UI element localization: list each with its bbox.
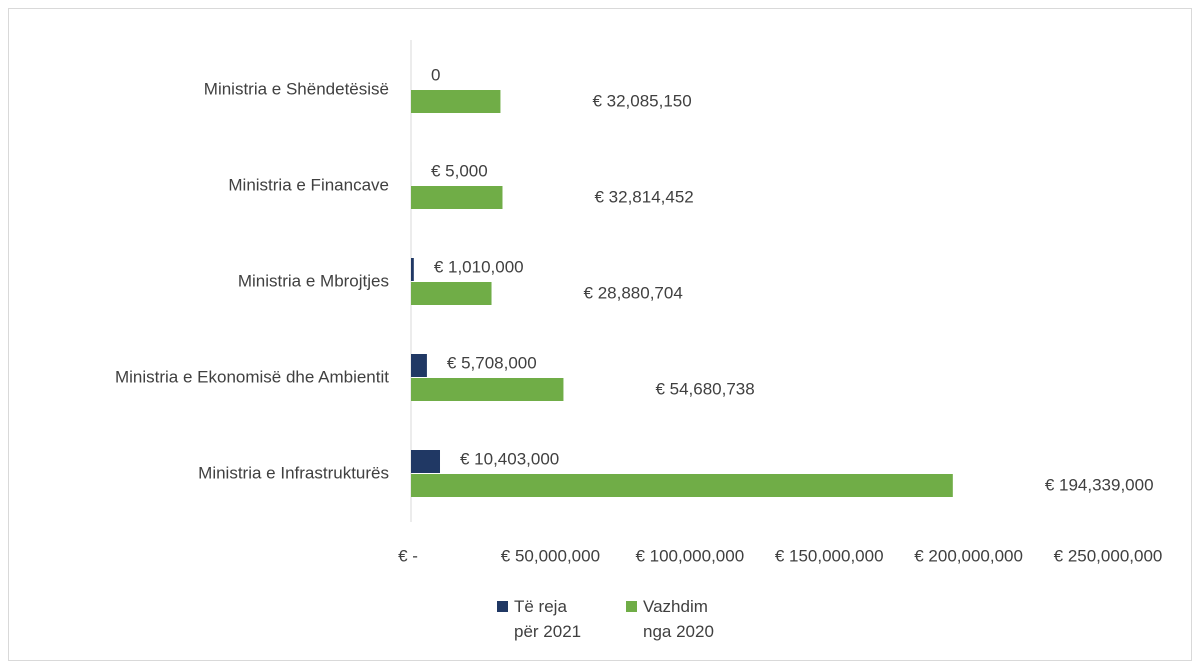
value-label: 0	[431, 65, 440, 84]
value-label: € 5,000	[431, 161, 488, 180]
y-tick-label: Ministria e Financave	[228, 175, 389, 194]
bar	[411, 450, 441, 473]
x-tick-label: € 200,000,000	[914, 546, 1023, 565]
x-tick-label: € 150,000,000	[775, 546, 884, 565]
value-label: € 28,880,704	[584, 283, 683, 302]
x-tick-label: € 50,000,000	[501, 546, 600, 565]
value-label: € 32,085,150	[592, 91, 691, 110]
legend-swatch	[626, 601, 637, 612]
bar	[411, 186, 503, 209]
value-label: € 54,680,738	[655, 379, 754, 398]
value-label: € 194,339,000	[1045, 475, 1154, 494]
value-label: € 5,708,000	[447, 353, 537, 372]
x-tick-label: € -	[398, 546, 418, 565]
y-tick-label: Ministria e Mbrojtjes	[238, 271, 389, 290]
legend-swatch	[497, 601, 508, 612]
x-tick-label: € 250,000,000	[1054, 546, 1163, 565]
legend-label: Të reja për 2021	[514, 597, 582, 641]
value-label: € 32,814,452	[594, 187, 693, 206]
bar	[411, 258, 414, 281]
legend-item: Të reja për 2021	[497, 594, 592, 644]
y-tick-label: Ministria e Infrastrukturës	[198, 463, 389, 482]
bar	[411, 378, 564, 401]
legend-item: Vazhdim nga 2020	[626, 594, 721, 644]
x-tick-label: € 100,000,000	[635, 546, 744, 565]
value-label: € 1,010,000	[434, 257, 524, 276]
y-tick-label: Ministria e Ekonomisë dhe Ambientit	[115, 367, 389, 386]
bar	[411, 90, 501, 113]
y-tick-label: Ministria e Shëndetësisë	[204, 79, 389, 98]
legend-label: Vazhdim nga 2020	[643, 597, 714, 641]
value-label: € 10,403,000	[460, 449, 559, 468]
bar	[411, 354, 427, 377]
chart-border	[8, 8, 1192, 661]
bar	[411, 474, 953, 497]
bar	[411, 282, 492, 305]
